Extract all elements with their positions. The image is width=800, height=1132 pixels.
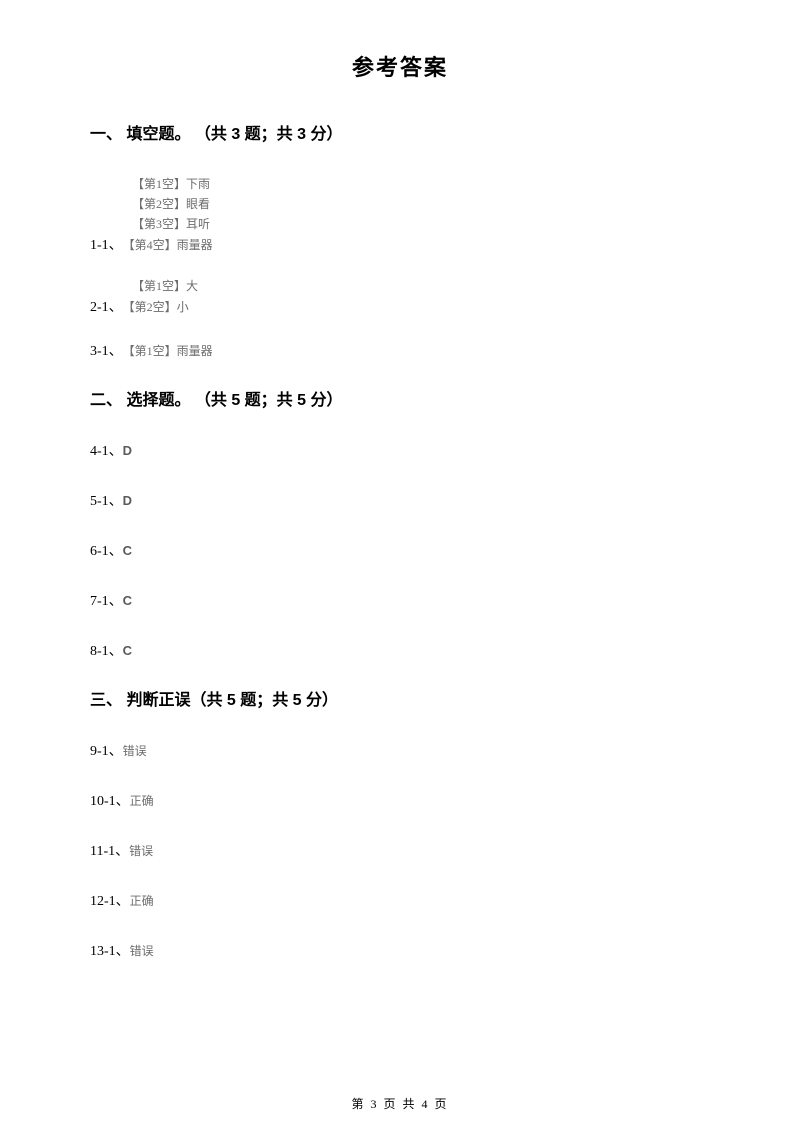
answer-q5: 5-1、 D (90, 490, 710, 510)
section-3-heading: 三、 判断正误（共 5 题；共 5 分） (90, 686, 710, 710)
q2-number: 2-1、 (90, 296, 123, 316)
q13-number: 13-1、 (90, 940, 130, 960)
q7-number: 7-1、 (90, 590, 123, 610)
q8-number: 8-1、 (90, 640, 123, 660)
q6-answer: C (123, 543, 132, 558)
q5-number: 5-1、 (90, 490, 123, 510)
answer-q2: 【第1空】大 2-1、 【第2空】小 (90, 276, 710, 316)
answer-q4: 4-1、 D (90, 440, 710, 460)
section-1-heading: 一、 填空题。 （共 3 题；共 3 分） (90, 120, 710, 144)
answer-q9: 9-1、 错误 (90, 740, 710, 760)
q12-number: 12-1、 (90, 890, 130, 910)
q1-number: 1-1、 (90, 234, 123, 254)
q12-answer: 正确 (130, 892, 154, 909)
q1-blank-3: 【第3空】耳听 (132, 214, 710, 234)
q3-answer: 【第1空】雨量器 (123, 342, 213, 359)
answer-q7: 7-1、 C (90, 590, 710, 610)
q11-answer: 错误 (129, 842, 153, 859)
q8-answer: C (123, 643, 132, 658)
q11-number: 11-1、 (90, 840, 129, 860)
q9-number: 9-1、 (90, 740, 123, 760)
q2-blank-1: 【第1空】大 (132, 276, 710, 296)
q1-blank-4: 【第4空】雨量器 (123, 236, 213, 253)
section-2-heading: 二、 选择题。 （共 5 题；共 5 分） (90, 386, 710, 410)
q4-number: 4-1、 (90, 440, 123, 460)
answer-q12: 12-1、 正确 (90, 890, 710, 910)
q3-number: 3-1、 (90, 340, 123, 360)
q10-answer: 正确 (130, 792, 154, 809)
q1-blank-1: 【第1空】下雨 (132, 174, 710, 194)
q5-answer: D (123, 493, 132, 508)
answer-q13: 13-1、 错误 (90, 940, 710, 960)
page-title: 参考答案 (90, 50, 710, 82)
q13-answer: 错误 (130, 942, 154, 959)
answer-q3: 3-1、 【第1空】雨量器 (90, 340, 710, 360)
q9-answer: 错误 (123, 742, 147, 759)
page: 参考答案 一、 填空题。 （共 3 题；共 3 分） 【第1空】下雨 【第2空】… (0, 0, 800, 1132)
q7-answer: C (123, 593, 132, 608)
answer-q1: 【第1空】下雨 【第2空】眼看 【第3空】耳听 1-1、 【第4空】雨量器 (90, 174, 710, 254)
answer-q8: 8-1、 C (90, 640, 710, 660)
page-footer: 第 3 页 共 4 页 (0, 1095, 800, 1112)
q6-number: 6-1、 (90, 540, 123, 560)
q2-blank-2: 【第2空】小 (123, 298, 189, 315)
q10-number: 10-1、 (90, 790, 130, 810)
answer-q11: 11-1、 错误 (90, 840, 710, 860)
answer-q10: 10-1、 正确 (90, 790, 710, 810)
answer-q6: 6-1、 C (90, 540, 710, 560)
q1-blank-2: 【第2空】眼看 (132, 194, 710, 214)
q4-answer: D (123, 443, 132, 458)
